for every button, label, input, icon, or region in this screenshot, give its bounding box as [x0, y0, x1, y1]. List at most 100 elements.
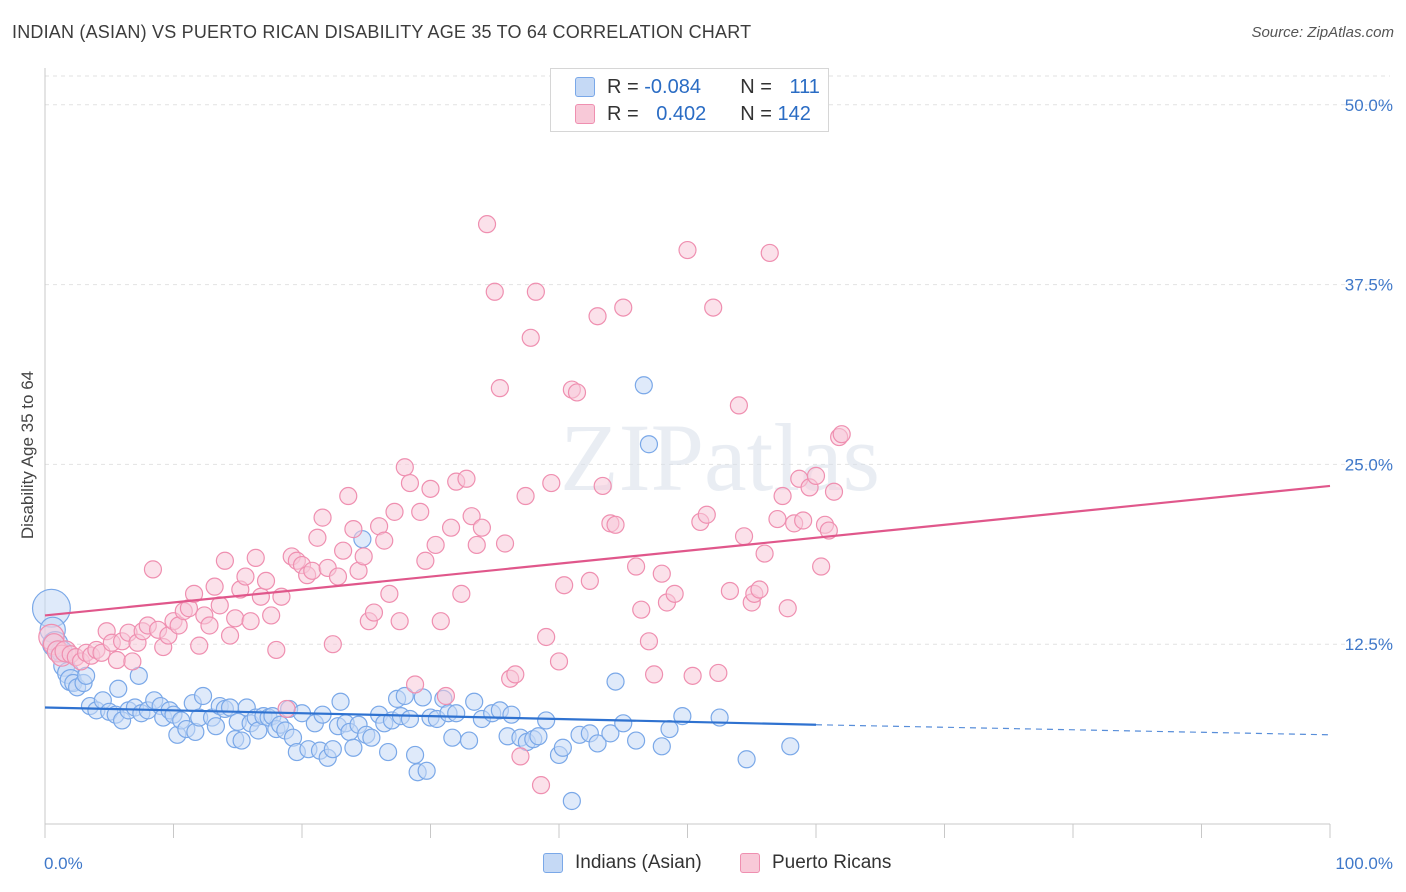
point-puerto-ricans	[416, 551, 435, 570]
y-tick-label: 50.0%	[1345, 96, 1393, 115]
legend-r-value: -0.084	[644, 75, 701, 98]
point-puerto-ricans	[750, 580, 769, 599]
point-indians	[634, 376, 653, 395]
point-puerto-ricans	[241, 612, 260, 631]
point-indians	[502, 705, 521, 724]
point-puerto-ricans	[516, 486, 535, 506]
point-indians	[737, 750, 756, 769]
point-puerto-ricans	[123, 652, 142, 671]
point-indians	[673, 707, 692, 726]
point-indians	[323, 740, 342, 759]
point-indians	[193, 686, 213, 706]
point-puerto-ricans	[441, 518, 461, 537]
point-puerto-ricans	[354, 547, 373, 566]
point-indians	[443, 728, 462, 747]
point-puerto-ricans	[431, 612, 450, 631]
legend-n-label: N =	[740, 102, 778, 125]
point-indians	[395, 686, 414, 706]
tick-labels: 12.5% 25.0% 37.5% 50.0% 0.0% 100.0%	[44, 96, 1393, 873]
point-puerto-ricans	[421, 479, 440, 498]
point-puerto-ricans	[593, 476, 612, 496]
point-puerto-ricans	[457, 469, 476, 488]
point-puerto-ricans	[190, 636, 209, 655]
point-puerto-ricans	[251, 587, 270, 606]
x-tick-label: 100.0%	[1335, 854, 1393, 873]
point-puerto-ricans	[768, 509, 787, 529]
point-puerto-ricans	[542, 473, 561, 493]
legend-r-value: 0.402	[656, 102, 707, 125]
bottom-legend-swatch-indians	[543, 853, 563, 873]
point-puerto-ricans	[526, 282, 545, 301]
point-indians	[562, 791, 581, 811]
point-puerto-ricans	[729, 396, 749, 415]
point-puerto-ricans	[344, 520, 363, 539]
point-puerto-ricans	[184, 584, 204, 603]
point-indians	[405, 745, 425, 765]
point-puerto-ricans	[567, 383, 587, 402]
trend-line-indians	[44, 706, 817, 726]
point-puerto-ricans	[555, 576, 574, 595]
legend-n-value: 111	[789, 75, 820, 98]
point-puerto-ricans	[734, 527, 754, 546]
point-puerto-ricans	[256, 571, 276, 591]
x-tick-label: 0.0%	[44, 854, 83, 873]
point-puerto-ricans	[308, 528, 327, 547]
point-puerto-ricans	[606, 515, 625, 534]
legend-swatch-puerto-ricans	[575, 104, 595, 124]
point-puerto-ricans	[639, 632, 659, 651]
point-indians	[537, 711, 556, 730]
point-puerto-ricans	[709, 663, 728, 683]
point-puerto-ricans	[506, 665, 525, 684]
point-puerto-ricans	[812, 557, 831, 576]
point-indians	[232, 731, 251, 750]
point-puerto-ricans	[323, 635, 342, 654]
legend: R = -0.084 N = 111 R = 0.402 N = 142	[550, 68, 829, 132]
point-indians	[447, 704, 466, 723]
bottom-legend-puerto-ricans: Puerto Ricans	[740, 852, 891, 874]
source-label: Source: ZipAtlas.com	[1251, 24, 1394, 41]
point-indians	[378, 742, 398, 762]
point-indians	[588, 734, 607, 753]
point-puerto-ricans	[236, 567, 255, 586]
point-puerto-ricans	[215, 551, 234, 570]
legend-r-label: R =	[607, 102, 645, 125]
point-puerto-ricans	[395, 458, 414, 477]
data-points	[31, 215, 851, 811]
point-indians	[465, 692, 484, 711]
point-puerto-ricans	[778, 599, 797, 618]
point-puerto-ricans	[794, 511, 813, 530]
point-puerto-ricans	[143, 560, 163, 579]
bottom-legend-label-indians: Indians (Asian)	[575, 852, 702, 873]
legend-n-label: N =	[740, 75, 778, 98]
point-puerto-ricans	[462, 507, 481, 526]
point-puerto-ricans	[364, 603, 384, 622]
point-indians	[400, 709, 420, 729]
point-puerto-ricans	[588, 307, 607, 326]
point-indians	[553, 738, 572, 757]
point-puerto-ricans	[380, 584, 399, 603]
point-puerto-ricans	[760, 243, 779, 263]
bottom-legend-swatch-puerto-ricans	[740, 853, 760, 873]
point-indians	[206, 717, 226, 736]
point-puerto-ricans	[400, 473, 420, 493]
point-puerto-ricans	[704, 298, 723, 317]
legend-row-indians: R = -0.084 N = 111	[575, 74, 820, 100]
point-puerto-ricans	[375, 531, 394, 550]
legend-n-value: 142	[777, 102, 811, 125]
point-puerto-ricans	[226, 609, 245, 628]
point-puerto-ricans	[632, 600, 651, 619]
y-tick-label: 25.0%	[1345, 455, 1393, 474]
point-puerto-ricans	[277, 699, 296, 719]
point-puerto-ricans	[683, 666, 702, 685]
point-puerto-ricans	[200, 616, 219, 635]
point-puerto-ricans	[390, 612, 409, 631]
point-puerto-ricans	[405, 675, 425, 694]
point-puerto-ricans	[665, 584, 684, 603]
point-puerto-ricans	[755, 544, 774, 563]
point-puerto-ricans	[452, 584, 471, 603]
point-puerto-ricans	[806, 466, 826, 485]
point-puerto-ricans	[436, 686, 456, 706]
point-puerto-ricans	[220, 626, 240, 645]
point-puerto-ricans	[819, 521, 838, 540]
point-indians	[459, 731, 479, 750]
